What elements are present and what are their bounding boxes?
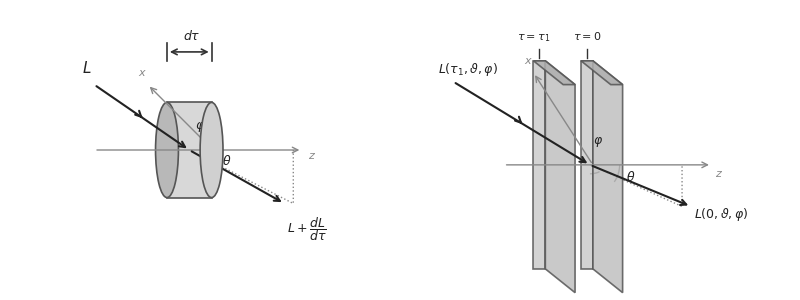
Ellipse shape	[155, 102, 178, 198]
Polygon shape	[534, 61, 546, 269]
Text: x: x	[525, 56, 531, 66]
Polygon shape	[581, 61, 622, 85]
Text: $\tau = \tau_1$: $\tau = \tau_1$	[517, 32, 550, 44]
Text: $L$: $L$	[82, 60, 92, 76]
Text: z: z	[714, 169, 721, 179]
Text: $\varphi$: $\varphi$	[195, 120, 206, 134]
Polygon shape	[581, 61, 593, 269]
Text: $\tau = 0$: $\tau = 0$	[573, 30, 602, 42]
Polygon shape	[593, 61, 622, 293]
Text: $\theta$: $\theta$	[222, 154, 231, 168]
Polygon shape	[167, 102, 211, 198]
Ellipse shape	[200, 102, 223, 198]
Text: $L(0, \vartheta, \varphi)$: $L(0, \vartheta, \varphi)$	[694, 206, 748, 224]
Text: $d\tau$: $d\tau$	[183, 29, 201, 43]
Polygon shape	[534, 61, 575, 85]
Polygon shape	[546, 61, 575, 293]
Text: $L + \dfrac{dL}{d\tau}$: $L + \dfrac{dL}{d\tau}$	[287, 215, 327, 243]
Text: $\theta$: $\theta$	[626, 170, 635, 184]
Text: x: x	[138, 68, 146, 78]
Text: z: z	[308, 151, 314, 161]
Text: $\varphi$: $\varphi$	[593, 135, 603, 149]
Text: $L(\tau_1, \vartheta, \varphi)$: $L(\tau_1, \vartheta, \varphi)$	[438, 61, 498, 78]
